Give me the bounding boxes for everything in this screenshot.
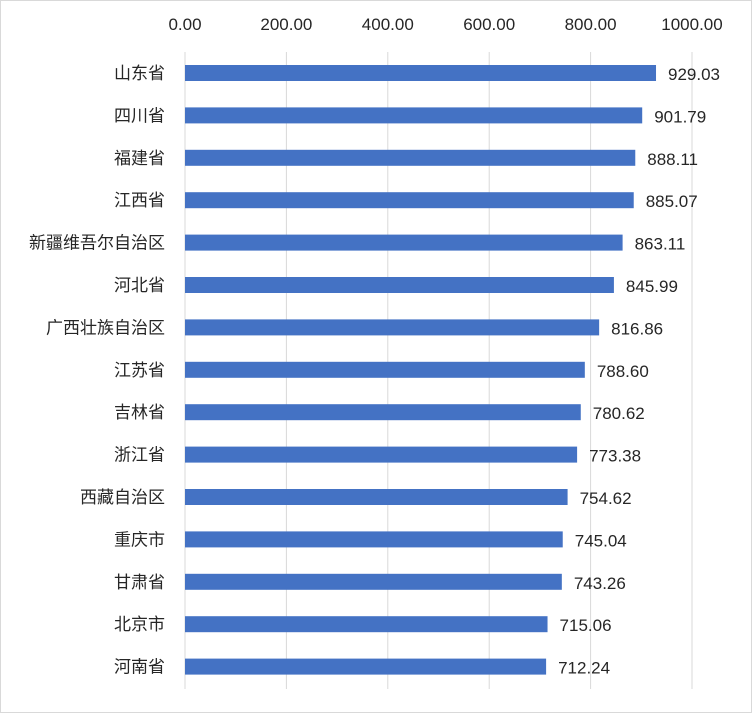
x-tick-label: 0.00	[168, 15, 201, 34]
x-tick-label: 1000.00	[661, 15, 722, 34]
bar	[185, 277, 614, 293]
x-tick-label: 200.00	[260, 15, 312, 34]
bar	[185, 319, 600, 336]
category-label: 北京市	[114, 615, 165, 635]
category-label: 山东省	[114, 64, 165, 84]
x-tick-label: 800.00	[565, 15, 617, 34]
data-label: 845.99	[626, 277, 678, 296]
data-label: 888.11	[647, 150, 698, 169]
bar	[185, 234, 623, 251]
category-labels: 山东省四川省福建省江西省新疆维吾尔自治区河北省广西壮族自治区江苏省吉林省浙江省西…	[29, 64, 165, 678]
bar	[185, 489, 568, 505]
data-label: 712.24	[558, 659, 610, 678]
category-label: 广西壮族自治区	[46, 318, 165, 338]
data-label: 715.06	[560, 616, 612, 635]
data-label: 816.86	[611, 319, 663, 338]
data-label: 773.38	[589, 447, 641, 466]
bar	[185, 192, 634, 209]
category-label: 吉林省	[114, 403, 165, 423]
bar	[185, 107, 643, 124]
category-label: 四川省	[114, 106, 165, 126]
bar	[185, 404, 581, 421]
bar	[185, 361, 585, 378]
category-label: 甘肃省	[114, 573, 165, 593]
bar	[185, 531, 563, 548]
data-label: 863.11	[635, 235, 686, 254]
category-label: 河北省	[114, 276, 165, 296]
category-label: 浙江省	[114, 446, 165, 466]
x-tick-label: 400.00	[362, 15, 414, 34]
bar	[185, 616, 548, 633]
category-label: 江苏省	[114, 361, 165, 381]
bar	[185, 446, 578, 463]
category-label: 重庆市	[114, 530, 165, 550]
data-label: 745.04	[575, 531, 627, 550]
data-label: 754.62	[580, 489, 632, 508]
category-label: 新疆维吾尔自治区	[29, 234, 165, 254]
data-label: 885.07	[646, 192, 698, 211]
bars	[185, 65, 657, 675]
data-label: 901.79	[654, 107, 706, 126]
category-label: 福建省	[114, 149, 165, 169]
data-label: 743.26	[574, 574, 626, 593]
bar	[185, 65, 657, 81]
x-axis-ticks: 0.00 200.00 400.00 600.00 800.00 1000.00	[168, 15, 722, 34]
x-tick-label: 600.00	[463, 15, 515, 34]
data-label: 788.60	[597, 362, 649, 381]
bar	[185, 658, 547, 675]
value-labels: 929.03 901.79 888.11 885.07 863.11 845.99 816.…	[558, 65, 720, 678]
bar	[185, 573, 562, 590]
category-label: 河南省	[114, 658, 165, 678]
category-label: 江西省	[114, 191, 165, 211]
data-label: 929.03	[668, 65, 720, 84]
bar	[185, 149, 636, 166]
category-label: 西藏自治区	[80, 488, 165, 508]
data-label: 780.62	[593, 404, 645, 423]
